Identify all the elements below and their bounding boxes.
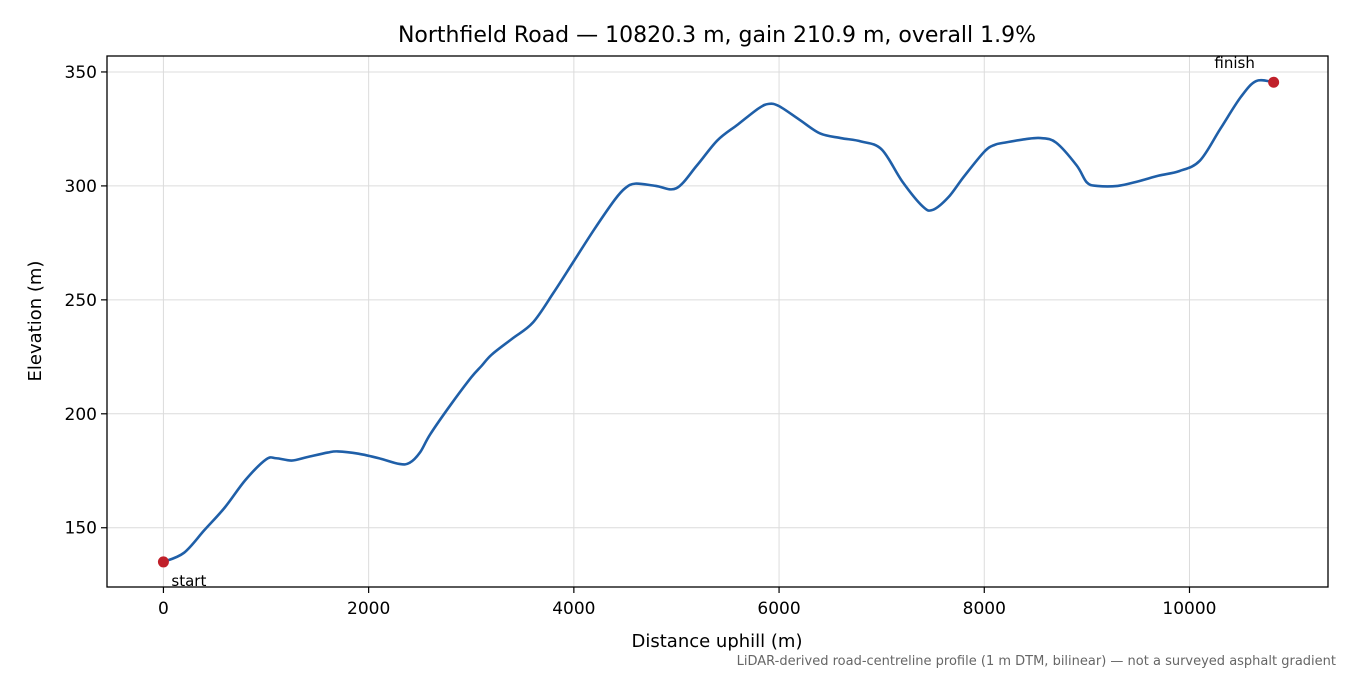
y-tick-label: 150: [65, 519, 97, 539]
start-marker: [157, 556, 169, 568]
y-tick-label: 350: [65, 63, 97, 83]
finish-annotation: finish: [1214, 54, 1254, 72]
y-tick-label: 300: [65, 177, 97, 197]
y-axis-ticks: 150 200 250 300 350: [65, 63, 107, 539]
x-tick-label: 4000: [552, 599, 595, 619]
plot-frame: [106, 55, 1329, 588]
grid: [107, 56, 1328, 587]
x-tick-label: 2000: [347, 599, 390, 619]
x-axis-ticks: 0 2000 4000 6000 8000 10000: [158, 587, 1217, 619]
elevation-profile-line: [162, 78, 1274, 564]
x-tick-label: 10000: [1162, 599, 1216, 619]
start-annotation: start: [171, 572, 206, 590]
x-tick-label: 6000: [757, 599, 800, 619]
y-tick-label: 250: [65, 291, 97, 311]
footnote: LiDAR-derived road-centreline profile (1…: [737, 654, 1336, 669]
x-tick-label: 8000: [963, 599, 1006, 619]
x-axis-label: Distance uphill (m): [632, 631, 803, 652]
y-axis-label: Elevation (m): [25, 261, 46, 382]
x-tick-label: 0: [158, 599, 169, 619]
finish-marker: [1268, 76, 1280, 88]
chart-title: Northfield Road — 10820.3 m, gain 210.9 …: [398, 23, 1036, 48]
y-tick-label: 200: [65, 405, 97, 425]
